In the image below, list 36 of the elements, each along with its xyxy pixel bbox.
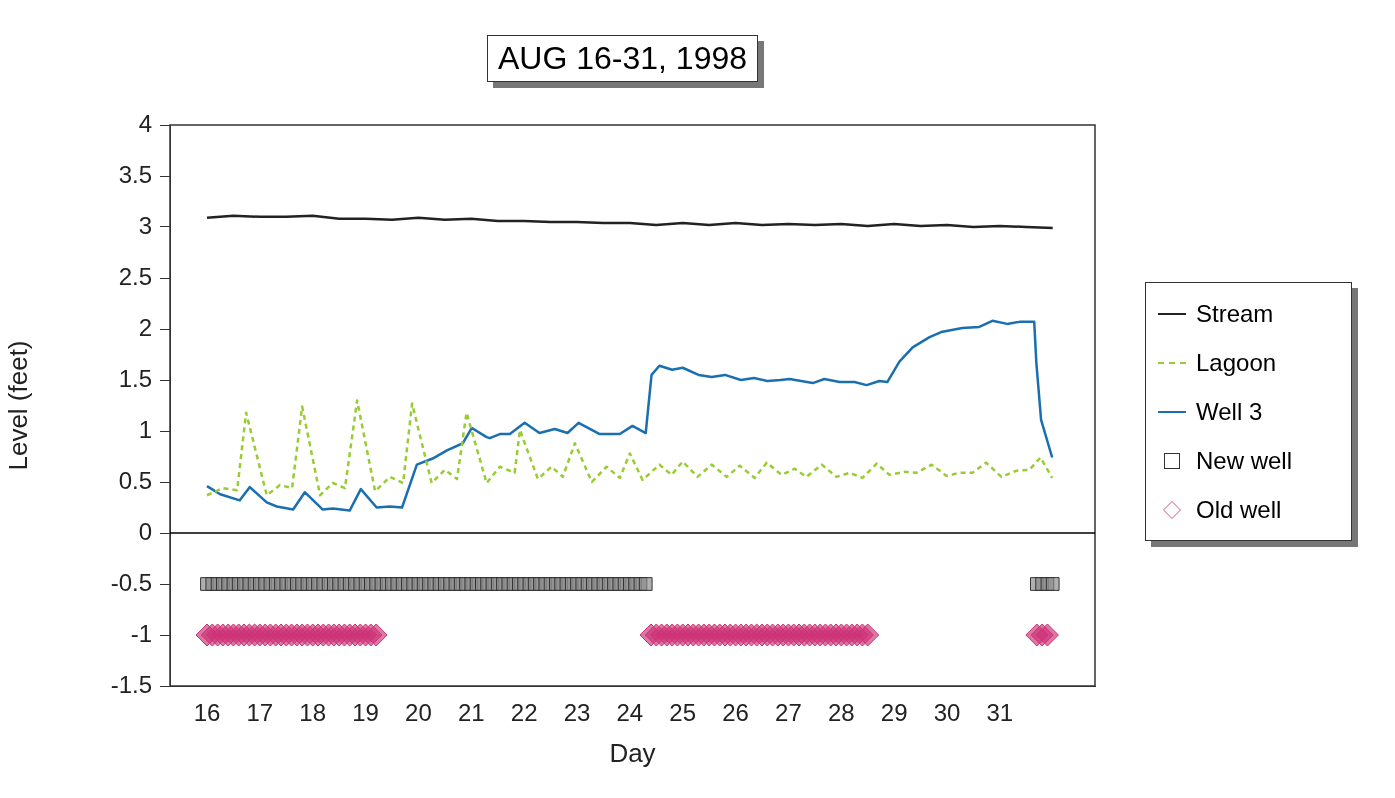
x-tick-label: 29 bbox=[880, 699, 908, 727]
y-tick-label: 0.5 bbox=[118, 466, 152, 494]
x-tick-label: 25 bbox=[669, 699, 697, 727]
y-tick-label: 0 bbox=[138, 517, 152, 545]
x-tick-label: 17 bbox=[246, 699, 274, 727]
y-tick-label: 1 bbox=[138, 415, 152, 443]
x-axis-title: Day bbox=[609, 737, 656, 768]
y-tick-label: 2.5 bbox=[118, 262, 152, 290]
legend-label: Stream bbox=[1196, 299, 1274, 328]
chart-title: AUG 16-31, 1998 bbox=[487, 35, 759, 82]
legend-label: Well 3 bbox=[1196, 397, 1263, 426]
x-tick-label: 22 bbox=[510, 699, 538, 727]
y-tick-label: 3.5 bbox=[118, 160, 152, 188]
y-tick-label: 1.5 bbox=[118, 364, 152, 392]
legend-label: New well bbox=[1196, 446, 1293, 475]
x-tick-label: 27 bbox=[775, 699, 802, 727]
x-tick-label: 31 bbox=[986, 699, 1014, 727]
x-tick-label: 18 bbox=[299, 699, 327, 727]
x-tick-label: 26 bbox=[722, 699, 749, 727]
x-tick-label: 28 bbox=[827, 699, 855, 727]
y-tick-label: -0.5 bbox=[110, 568, 152, 596]
legend-label: Lagoon bbox=[1196, 348, 1277, 377]
legend-label: Old well bbox=[1196, 495, 1282, 524]
y-axis-title: Level (feet) bbox=[2, 340, 33, 471]
x-tick-label: 24 bbox=[616, 699, 644, 727]
x-tick-label: 16 bbox=[193, 699, 221, 727]
y-tick-label: -1 bbox=[130, 619, 152, 647]
x-tick-label: 30 bbox=[933, 699, 961, 727]
x-tick-label: 23 bbox=[563, 699, 591, 727]
x-tick-label: 21 bbox=[457, 699, 485, 727]
x-tick-label: 20 bbox=[405, 699, 432, 727]
x-tick-label: 19 bbox=[352, 699, 379, 727]
y-tick-label: 4 bbox=[138, 109, 152, 137]
y-tick-label: 2 bbox=[138, 313, 152, 341]
y-tick-label: 3 bbox=[138, 211, 152, 239]
y-tick-label: -1.5 bbox=[110, 670, 152, 698]
